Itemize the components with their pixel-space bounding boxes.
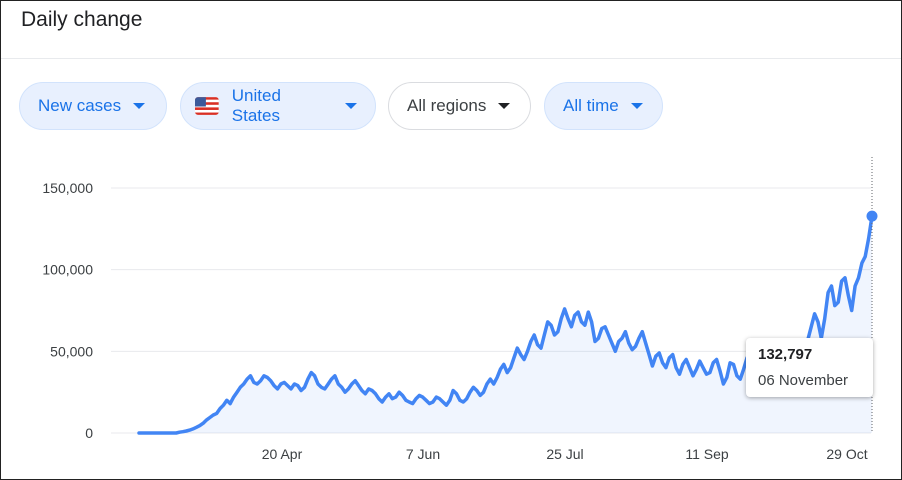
latest-data-point	[866, 210, 878, 222]
chevron-down-icon	[133, 103, 146, 109]
x-tick-label: 29 Oct	[826, 446, 867, 462]
cases-area	[139, 216, 872, 433]
region-dropdown-label: All regions	[407, 96, 487, 115]
metric-dropdown[interactable]: New cases	[19, 82, 167, 130]
x-tick-label: 20 Apr	[262, 446, 303, 462]
chevron-down-icon	[630, 103, 643, 109]
x-tick-label: 11 Sep	[685, 446, 729, 462]
x-tick-label: 25 Jul	[546, 446, 583, 462]
chevron-down-icon	[345, 103, 357, 109]
us-flag-icon	[194, 97, 219, 115]
metric-dropdown-label: New cases	[38, 96, 122, 115]
country-dropdown-label: United States	[231, 86, 281, 125]
period-dropdown-label: All time	[563, 96, 619, 115]
y-tick-label: 50,000	[50, 343, 93, 359]
country-dropdown[interactable]: United States	[180, 82, 376, 130]
y-tick-label: 150,000	[42, 180, 93, 196]
period-dropdown[interactable]: All time	[544, 82, 663, 130]
x-axis-labels: 20 Apr 7 Jun 25 Jul 11 Sep 29 Oct	[262, 446, 868, 462]
tooltip-value: 132,797	[758, 346, 813, 363]
chevron-down-icon	[498, 103, 511, 109]
x-tick-label: 7 Jun	[406, 446, 440, 462]
y-axis-labels: 0 50,000 100,000 150,000	[42, 180, 93, 441]
y-tick-label: 100,000	[42, 262, 93, 278]
data-tooltip: 132,797 06 November	[746, 338, 873, 397]
y-tick-label: 0	[85, 425, 93, 441]
page-title: Daily change	[21, 8, 143, 31]
region-dropdown[interactable]: All regions	[388, 82, 531, 130]
tooltip-date: 06 November	[758, 372, 849, 389]
grid-lines	[111, 187, 871, 434]
divider	[1, 58, 901, 59]
